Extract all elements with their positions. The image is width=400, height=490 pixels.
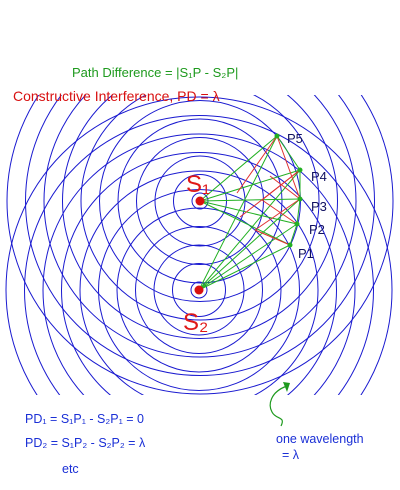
source-1-dot bbox=[195, 196, 205, 206]
wavefront-ring bbox=[116, 207, 282, 373]
path-line bbox=[198, 244, 291, 291]
constructive-line bbox=[261, 199, 298, 225]
path-line bbox=[199, 198, 301, 202]
path-line bbox=[198, 169, 301, 291]
path-line bbox=[198, 223, 298, 291]
wavefront-ring bbox=[24, 115, 374, 395]
source-s2 bbox=[194, 285, 204, 295]
point-p1-label: P1 bbox=[298, 246, 314, 261]
source-2-dot bbox=[194, 285, 204, 295]
constructive-line bbox=[276, 135, 301, 200]
point-p5-dot bbox=[274, 133, 280, 139]
wavefront-ring bbox=[98, 189, 300, 391]
arrow-head-icon bbox=[283, 382, 290, 392]
constructive-heading: Constructive Interference, PD = λ bbox=[13, 88, 220, 104]
wavefront-ring bbox=[61, 152, 337, 395]
constructive-line bbox=[254, 198, 301, 231]
point-p2-label: P2 bbox=[309, 222, 325, 237]
equation-pd2: PD₂ = S₁P₂ - S₂P₂ = λ bbox=[25, 436, 146, 450]
source-2-label: S₂ bbox=[183, 309, 208, 336]
wavefront-ring bbox=[190, 281, 208, 299]
equation-pd1: PD₁ = S₁P₁ - S₂P₁ = 0 bbox=[25, 412, 144, 426]
wavefront-ring bbox=[135, 226, 263, 354]
constructive-line bbox=[269, 175, 301, 200]
wavelength-note-line2: = λ bbox=[282, 448, 300, 462]
point-p5-label: P5 bbox=[287, 131, 303, 146]
wavefront-ring bbox=[80, 95, 320, 321]
wavefront-ring bbox=[153, 244, 245, 336]
wavefront-ring bbox=[25, 95, 375, 376]
wavefront-ring bbox=[6, 95, 394, 395]
wavefront-ring bbox=[117, 118, 283, 284]
point-p1-dot bbox=[287, 242, 293, 248]
wavefront-ring bbox=[42, 133, 356, 395]
path-difference-heading: Path Difference = |S₁P - S₂P| bbox=[72, 65, 238, 80]
path-line bbox=[199, 200, 291, 246]
interference-points bbox=[274, 133, 303, 248]
source-s1 bbox=[195, 196, 205, 206]
path-line bbox=[198, 135, 278, 291]
wavefront-ring bbox=[43, 95, 357, 358]
wavefront-ring bbox=[173, 174, 227, 228]
wavefront-ring bbox=[172, 263, 226, 317]
constructive-line bbox=[236, 135, 278, 194]
path-line bbox=[289, 223, 298, 246]
path-line bbox=[199, 135, 278, 202]
path-line bbox=[199, 200, 298, 225]
wavelength-pointer-arrow bbox=[269, 385, 288, 427]
path-line bbox=[296, 198, 301, 225]
point-p3-dot bbox=[297, 196, 303, 202]
point-p4-label: P4 bbox=[311, 169, 327, 184]
constructive-lines-red bbox=[236, 135, 301, 246]
wavefront-ring bbox=[79, 170, 319, 395]
source-1-label: S₁ bbox=[186, 171, 210, 198]
point-p3-label: P3 bbox=[311, 199, 327, 214]
path-line bbox=[276, 135, 301, 171]
constructive-line bbox=[254, 229, 291, 246]
path-line bbox=[199, 169, 301, 202]
point-p4-dot bbox=[297, 167, 303, 173]
wavelength-note-line1: one wavelength bbox=[276, 432, 364, 446]
wavefronts-source-2 bbox=[5, 96, 393, 395]
path-lines-green bbox=[198, 135, 301, 291]
equation-etc: etc bbox=[62, 462, 79, 476]
point-p2-dot bbox=[294, 221, 300, 227]
wavefront-ring bbox=[5, 96, 393, 395]
wavefront-ring bbox=[62, 95, 338, 339]
